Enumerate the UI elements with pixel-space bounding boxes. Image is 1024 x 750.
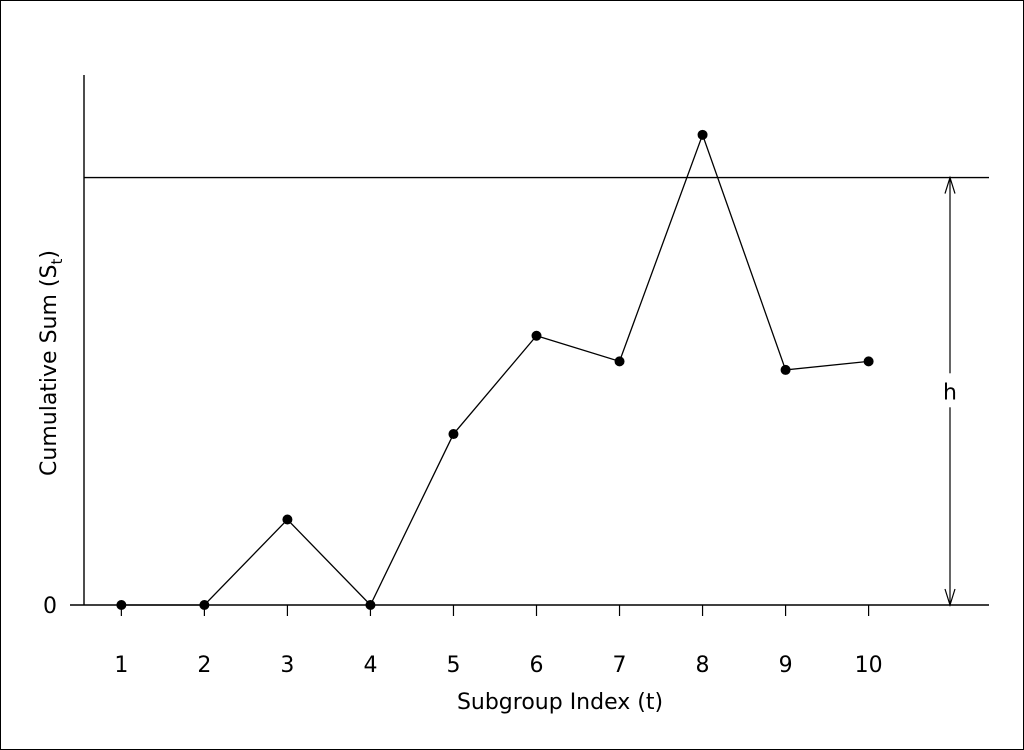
- data-points-group: [116, 129, 874, 610]
- y-axis-label-main: Cumulative Sum (S: [37, 265, 62, 476]
- h-arrow-head-bottom: [944, 588, 956, 608]
- x-tick-label: 9: [779, 653, 793, 678]
- data-point: [531, 330, 542, 341]
- data-point: [365, 600, 376, 610]
- x-tick-label: 8: [696, 653, 710, 678]
- h-arrow-head-top: [944, 175, 956, 194]
- data-point: [448, 429, 459, 440]
- x-ticks-group: 1 2 3 4 5 6 7 8 9 10: [114, 605, 883, 678]
- x-tick-label: 5: [446, 653, 460, 678]
- x-tick-label: 1: [114, 653, 128, 678]
- data-point: [614, 356, 625, 367]
- y-tick-label: 0: [43, 594, 57, 619]
- y-axis-label-subscript: t: [48, 259, 66, 265]
- y-axis-label-close: ): [37, 250, 62, 259]
- h-label-background: [936, 373, 964, 408]
- h-label: h: [943, 380, 957, 405]
- data-point: [863, 356, 874, 367]
- y-axis-label: Cumulative Sum (St): [37, 250, 66, 476]
- data-point: [780, 364, 791, 375]
- x-axis-label: Subgroup Index (t): [457, 690, 663, 715]
- y-ticks-group: 0: [43, 594, 57, 619]
- data-point: [116, 600, 127, 610]
- threshold-group: h: [84, 175, 989, 608]
- data-point: [697, 129, 708, 140]
- x-tick-label: 7: [613, 653, 627, 678]
- x-tick-label: 4: [363, 653, 377, 678]
- x-tick-label: 3: [280, 653, 294, 678]
- data-point: [199, 600, 210, 610]
- cusum-series-line: [121, 132, 869, 607]
- x-tick-label: 6: [530, 653, 544, 678]
- x-tick-label: 2: [197, 653, 211, 678]
- data-point: [282, 514, 293, 525]
- x-tick-label: 10: [855, 653, 883, 678]
